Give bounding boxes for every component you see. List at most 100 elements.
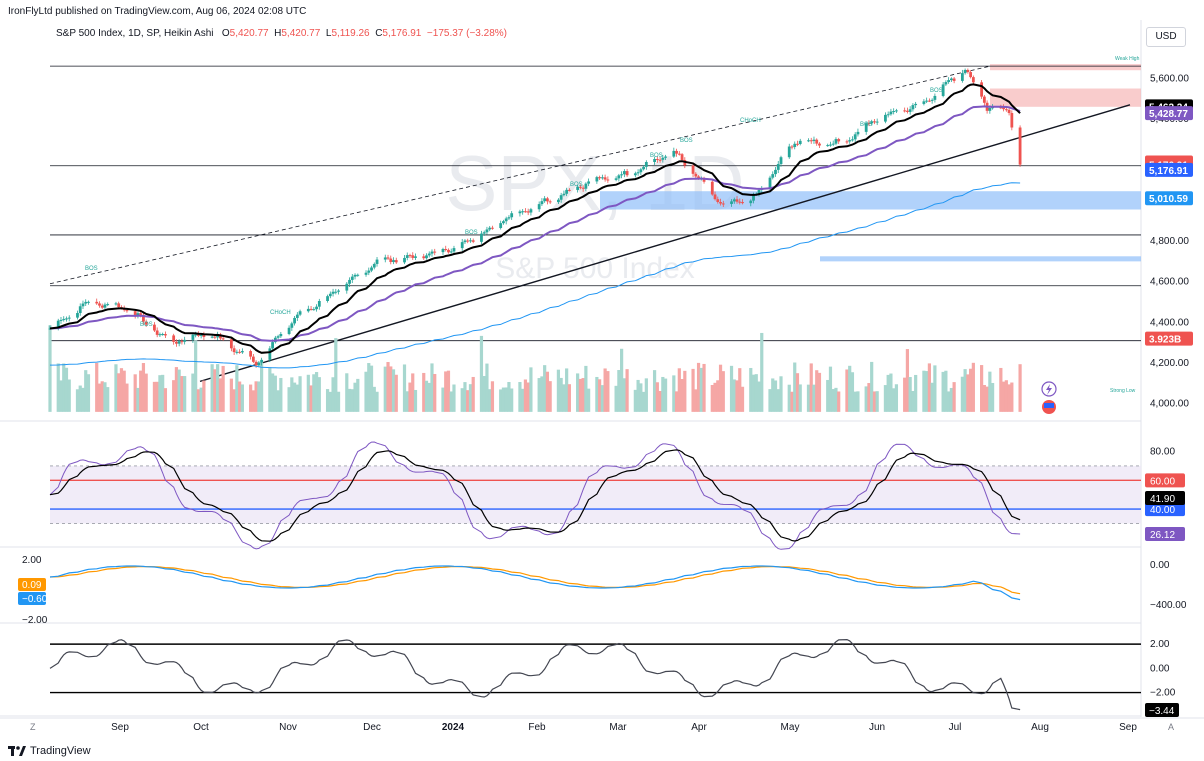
candle-body	[603, 177, 607, 180]
volume-bar	[372, 386, 376, 412]
price-label-box	[1145, 106, 1193, 121]
volume-bar	[870, 361, 874, 412]
candle-body	[600, 177, 604, 179]
volume-bar	[314, 372, 319, 412]
candle-body	[691, 165, 695, 174]
candle-body	[194, 334, 198, 336]
currency-button[interactable]: USD	[1146, 27, 1186, 47]
tradingview-brand[interactable]: TradingView	[8, 745, 91, 757]
candle-body	[982, 96, 986, 103]
ohlc-close-value: 5,176.91	[382, 28, 422, 39]
candle-body	[971, 77, 975, 83]
candle-body	[960, 73, 964, 81]
candle-body	[114, 303, 118, 305]
macd-left-label: −2.00	[22, 615, 48, 626]
volume-bar	[985, 386, 989, 412]
smc-annotation: Strong Low	[1110, 388, 1136, 394]
candle-body	[732, 199, 736, 202]
candle-body	[240, 351, 244, 353]
candle-body	[100, 305, 104, 308]
volume-bar	[504, 387, 508, 412]
candle-body	[84, 301, 88, 304]
volume-bar	[738, 368, 742, 412]
candle-body	[251, 356, 255, 362]
candle-body	[930, 99, 934, 101]
volume-bar	[309, 385, 313, 412]
volume-bar	[721, 371, 725, 412]
volume-bar	[391, 369, 396, 412]
volume-bar	[757, 381, 761, 412]
volume-bar	[672, 375, 676, 412]
candle-body	[353, 274, 357, 277]
volume-bar	[210, 364, 214, 412]
volume-bar	[163, 388, 168, 412]
candle-body	[963, 69, 967, 74]
time-axis-label: Dec	[363, 722, 381, 733]
candle-body	[730, 201, 733, 204]
candle-body	[510, 213, 514, 218]
candle-body	[793, 143, 797, 147]
volume-bar	[729, 365, 734, 412]
volume-bar	[103, 382, 107, 412]
volume-bar	[565, 368, 569, 412]
zone-blue	[820, 256, 1141, 262]
candle-body	[213, 336, 217, 338]
volume-bar	[622, 378, 626, 412]
candle-body	[524, 211, 527, 213]
volume-bar	[452, 384, 456, 412]
candle-body	[62, 318, 66, 320]
trend-support-line	[199, 104, 1131, 383]
candle-body	[235, 351, 239, 353]
volume-bar	[199, 387, 203, 412]
volume-bar	[183, 376, 187, 412]
candle-body	[697, 176, 700, 179]
volume-bar	[468, 384, 473, 412]
candle-body	[433, 251, 437, 253]
volume-bar	[850, 372, 855, 412]
ohlc-open-label: O	[221, 28, 230, 39]
macd-line	[49, 565, 1021, 601]
candle-body	[48, 328, 52, 330]
candle-body	[295, 314, 299, 318]
candle-body	[1002, 107, 1005, 110]
volume-bar	[273, 375, 277, 412]
volume-bar	[718, 364, 723, 412]
candle-body	[529, 209, 533, 213]
volume-bar	[312, 374, 316, 412]
volume-bar	[886, 374, 890, 412]
candle-body	[991, 107, 995, 109]
candle-body	[914, 103, 918, 106]
volume-bar	[779, 376, 783, 412]
volume-bar	[617, 370, 621, 412]
volume-bar	[740, 386, 745, 412]
candle-body	[229, 339, 233, 349]
candle-body	[969, 72, 973, 78]
volume-bar	[490, 381, 495, 412]
volume-bar	[213, 369, 217, 412]
volume-bar	[694, 389, 698, 412]
macd-tick-label: 0.00	[1150, 560, 1170, 571]
volume-bar	[152, 381, 157, 412]
volume-bar	[353, 382, 357, 412]
candle-body	[175, 341, 178, 344]
volume-bar	[369, 365, 374, 412]
price-tick-label: 4,000.00	[1150, 399, 1189, 410]
ohlc-close-label: C	[375, 28, 383, 39]
candle-body	[911, 105, 915, 110]
candle-body	[196, 334, 200, 336]
candle-body	[326, 296, 329, 302]
volume-bar	[922, 370, 926, 412]
symbol-header: S&P 500 Index, 1D, SP, Heikin Ashi O5,42…	[56, 28, 507, 39]
volume-bar	[270, 373, 275, 412]
volume-bar	[240, 384, 244, 412]
volume-bar	[191, 373, 195, 412]
volume-bar	[680, 379, 684, 412]
candle-body	[56, 320, 60, 329]
candle-body	[925, 100, 929, 102]
candle-body	[290, 323, 294, 328]
candle-body	[559, 195, 563, 200]
volume-bar	[144, 373, 148, 412]
volume-bar	[559, 377, 563, 412]
symbol-title[interactable]: S&P 500 Index, 1D, SP, Heikin Ashi	[56, 28, 214, 39]
